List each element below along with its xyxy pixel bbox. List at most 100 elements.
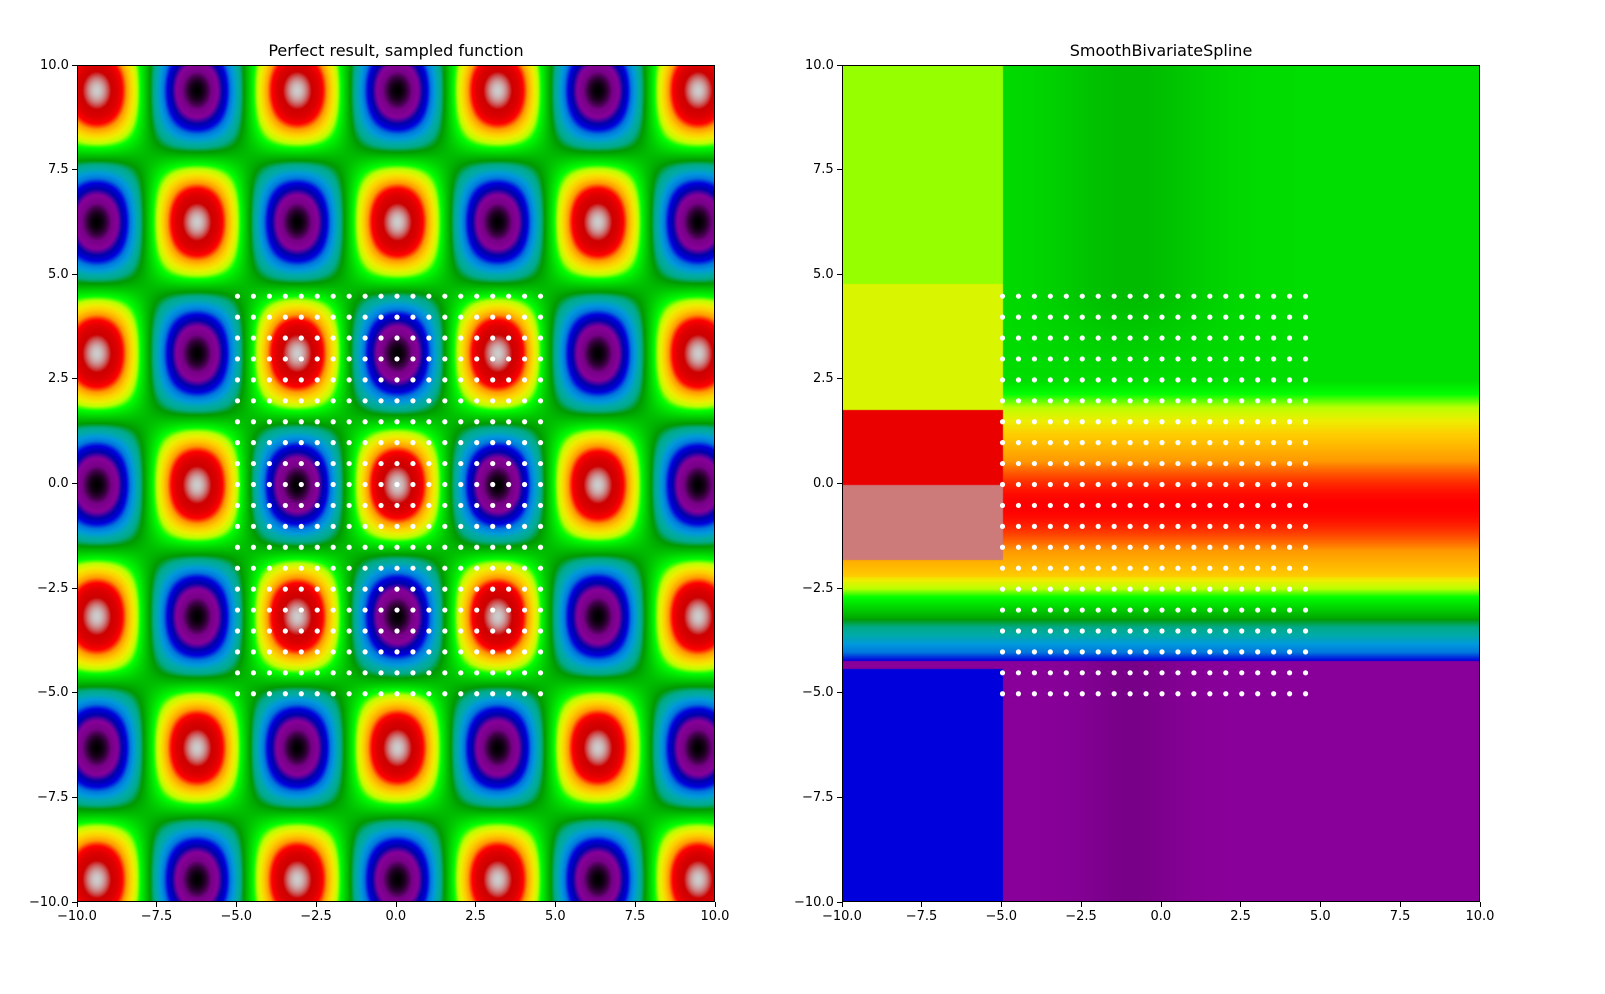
sample-point xyxy=(1127,377,1133,383)
sample-point xyxy=(330,440,336,446)
sample-point xyxy=(999,377,1006,383)
sample-point xyxy=(458,691,464,697)
sample-point xyxy=(1255,293,1261,299)
sample-point xyxy=(1031,314,1037,320)
sample-point xyxy=(522,356,528,362)
x-tick-mark xyxy=(315,902,317,907)
sample-point xyxy=(522,335,528,341)
sample-point xyxy=(266,544,272,550)
y-tick-label: −2.5 xyxy=(802,580,834,596)
sample-point xyxy=(1271,502,1277,509)
sample-point xyxy=(1239,356,1245,362)
sample-point xyxy=(362,586,368,592)
sample-point xyxy=(314,628,320,634)
sample-point xyxy=(537,649,544,655)
sample-point xyxy=(1302,544,1309,550)
sample-point xyxy=(1127,628,1133,634)
sample-point xyxy=(1239,502,1245,509)
sample-point xyxy=(442,419,448,425)
sample-point xyxy=(1143,670,1149,676)
sample-point xyxy=(1111,356,1117,362)
sample-point xyxy=(999,523,1006,529)
sample-point xyxy=(1207,649,1213,655)
sample-point xyxy=(442,502,448,509)
sample-point xyxy=(474,356,480,362)
sample-point xyxy=(362,502,368,509)
sample-point xyxy=(346,460,352,467)
sample-point xyxy=(410,586,416,592)
sample-point xyxy=(378,565,384,571)
sample-point xyxy=(474,377,480,383)
sample-point xyxy=(346,293,352,299)
sample-point xyxy=(442,649,448,655)
sample-point xyxy=(282,398,288,404)
sample-point xyxy=(1255,398,1261,404)
sample-point xyxy=(266,460,272,467)
sample-point xyxy=(1175,314,1181,320)
sample-point xyxy=(1223,314,1229,320)
sample-point xyxy=(1047,544,1053,550)
sample-point xyxy=(1143,586,1149,592)
sample-point xyxy=(537,293,544,299)
sample-point xyxy=(1255,607,1261,613)
sample-point xyxy=(250,440,257,446)
sample-point xyxy=(1175,502,1181,509)
sample-point xyxy=(346,502,352,509)
sample-point xyxy=(999,670,1006,676)
sample-point xyxy=(1175,377,1181,383)
sample-point xyxy=(1015,335,1022,341)
sample-point xyxy=(250,649,257,655)
sample-point xyxy=(522,649,528,655)
sample-point xyxy=(999,565,1006,571)
sample-point xyxy=(410,440,416,446)
sample-point xyxy=(442,440,448,446)
sample-point xyxy=(314,544,320,550)
sample-point xyxy=(330,293,336,299)
sample-point xyxy=(1127,523,1133,529)
sample-point xyxy=(506,649,512,655)
sample-point xyxy=(1255,523,1261,529)
sample-point xyxy=(346,335,352,341)
sample-point xyxy=(1079,544,1085,550)
sample-point xyxy=(1191,314,1197,320)
sample-point xyxy=(474,565,480,571)
sample-point xyxy=(474,419,480,425)
sample-point xyxy=(362,314,368,320)
sample-point xyxy=(1239,377,1245,383)
y-tick-mark xyxy=(837,378,842,380)
right-sample-points xyxy=(999,293,1309,697)
sample-point xyxy=(330,523,336,529)
sample-point xyxy=(1271,691,1277,697)
sample-point xyxy=(1063,523,1069,529)
sample-point xyxy=(298,293,304,299)
sample-point xyxy=(1271,356,1277,362)
sample-point xyxy=(266,523,272,529)
sample-point xyxy=(1095,314,1101,320)
sample-point xyxy=(378,398,384,404)
sample-point xyxy=(1047,481,1053,488)
sample-point xyxy=(1127,314,1133,320)
sample-point xyxy=(1111,502,1117,509)
sample-point xyxy=(1095,398,1101,404)
sample-point xyxy=(1239,586,1245,592)
sample-point xyxy=(1031,628,1037,634)
sample-point xyxy=(426,502,432,509)
sample-point xyxy=(1302,419,1309,425)
sample-point xyxy=(1047,335,1053,341)
sample-point xyxy=(426,419,432,425)
sample-point xyxy=(266,607,272,613)
sample-point xyxy=(1127,691,1133,697)
sample-point xyxy=(266,314,272,320)
sample-point xyxy=(1047,460,1053,467)
sample-point xyxy=(474,586,480,592)
sample-point xyxy=(522,691,528,697)
sample-point xyxy=(474,314,480,320)
sample-point xyxy=(1095,481,1101,488)
sample-point xyxy=(1143,607,1149,613)
sample-point xyxy=(1111,481,1117,488)
sample-point xyxy=(458,628,464,634)
x-tick-label: −7.5 xyxy=(140,909,173,924)
sample-point xyxy=(442,565,448,571)
sample-point xyxy=(1159,670,1165,676)
sample-point xyxy=(458,356,464,362)
